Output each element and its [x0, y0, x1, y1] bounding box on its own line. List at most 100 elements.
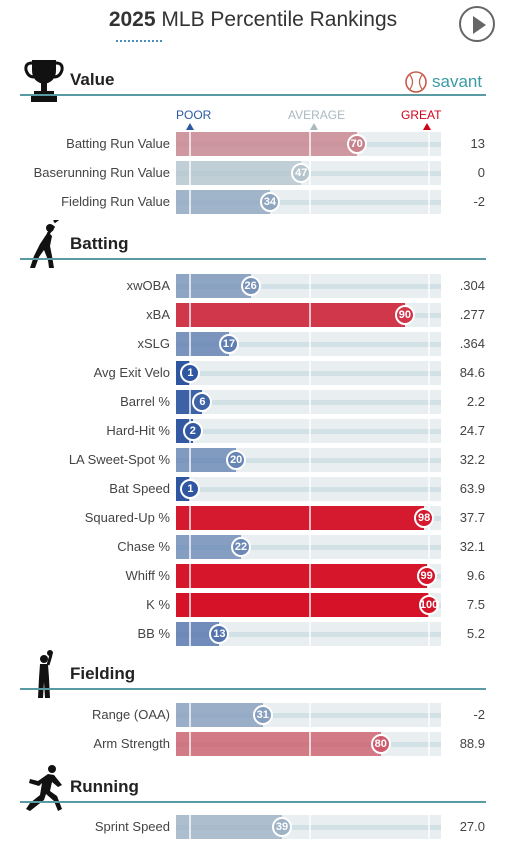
- percentile-gridline: [308, 477, 311, 501]
- metric-value: 5.2: [466, 626, 485, 641]
- percentile-gridline: [189, 332, 192, 356]
- metric-value: 32.2: [459, 452, 485, 467]
- percentile-gridline: [427, 419, 430, 443]
- metric-label: Chase %: [117, 539, 170, 554]
- percentile-gridline: [189, 132, 192, 156]
- metric-value: 13: [470, 136, 485, 151]
- percentile-gridline: [189, 593, 192, 617]
- percentile-gridline: [308, 190, 311, 214]
- metric-label: Batting Run Value: [66, 136, 170, 151]
- percentile-bar-track[interactable]: 100: [176, 593, 441, 617]
- year-selector-underline[interactable]: [116, 40, 162, 42]
- percentile-gridline: [308, 419, 311, 443]
- metric-label: Avg Exit Velo: [93, 365, 170, 380]
- metric-value: -2: [473, 707, 485, 722]
- percentile-bar-track[interactable]: 34: [176, 190, 441, 214]
- metric-label: Fielding Run Value: [61, 194, 170, 209]
- percentile-gridline: [427, 815, 430, 839]
- percentile-marker: 100: [419, 595, 439, 615]
- percentile-gridline: [427, 361, 430, 385]
- percentile-gridline: [189, 703, 192, 727]
- percentile-bar-track[interactable]: 70: [176, 132, 441, 156]
- percentile-bar: [176, 593, 429, 617]
- percentile-bar-track[interactable]: 1: [176, 361, 441, 385]
- percentile-bar-track[interactable]: 90: [176, 303, 441, 327]
- percentile-gridline: [308, 815, 311, 839]
- legend-great-marker: [423, 123, 431, 130]
- percentile-bar-track[interactable]: 98: [176, 506, 441, 530]
- section-title-fielding: Fielding: [70, 664, 136, 683]
- section-divider: [20, 94, 486, 96]
- percentile-gridline: [427, 274, 430, 298]
- metric-value: 88.9: [459, 736, 485, 751]
- percentile-gridline: [189, 815, 192, 839]
- percentile-gridline: [189, 732, 192, 756]
- legend-poor-marker: [186, 123, 194, 130]
- percentile-bar-track[interactable]: 17: [176, 332, 441, 356]
- percentile-bar-track[interactable]: 99: [176, 564, 441, 588]
- section-divider: [20, 258, 486, 260]
- percentile-marker: 31: [252, 705, 273, 725]
- percentile-gridline: [308, 274, 311, 298]
- percentile-bar-track[interactable]: 47: [176, 161, 441, 185]
- percentile-bar-track[interactable]: 39: [176, 815, 441, 839]
- percentile-bar: [176, 506, 425, 530]
- percentile-marker: 47: [291, 163, 312, 183]
- percentile-gridline: [427, 303, 430, 327]
- percentile-bar-track[interactable]: 2: [176, 419, 441, 443]
- percentile-gridline: [308, 132, 311, 156]
- percentile-gridline: [308, 303, 311, 327]
- metric-value: .364: [459, 336, 485, 351]
- percentile-gridline: [308, 593, 311, 617]
- percentile-gridline: [308, 732, 311, 756]
- percentile-gridline: [427, 703, 430, 727]
- percentile-gridline: [189, 190, 192, 214]
- percentile-bar-track[interactable]: 13: [176, 622, 441, 646]
- percentile-gridline: [189, 564, 192, 588]
- metric-value: .304: [459, 278, 485, 293]
- percentile-gridline: [427, 332, 430, 356]
- section-title-batting: Batting: [70, 234, 129, 253]
- page-title: 2025 MLB Percentile Rankings: [0, 8, 506, 32]
- percentile-bar-track[interactable]: 6: [176, 390, 441, 414]
- percentile-gridline: [427, 477, 430, 501]
- percentile-marker: 99: [416, 566, 437, 586]
- percentile-bar: [176, 732, 381, 756]
- percentile-bar: [176, 132, 357, 156]
- percentile-bar-track[interactable]: 26: [176, 274, 441, 298]
- metric-value: 0: [477, 165, 485, 180]
- metric-label: xwOBA: [126, 278, 170, 293]
- percentile-marker: 70: [346, 134, 367, 154]
- percentile-gridline: [427, 132, 430, 156]
- metric-value: -2: [473, 194, 485, 209]
- metric-label: Barrel %: [120, 394, 170, 409]
- percentile-marker: 2: [182, 421, 203, 441]
- percentile-marker: 17: [218, 334, 239, 354]
- percentile-gridline: [308, 564, 311, 588]
- metric-label: LA Sweet-Spot %: [68, 452, 170, 467]
- metric-value: 37.7: [459, 510, 485, 525]
- percentile-bar: [176, 448, 237, 472]
- metric-label: Sprint Speed: [94, 819, 170, 834]
- savant-logo[interactable]: savant: [404, 70, 482, 94]
- percentile-gridline: [189, 303, 192, 327]
- percentile-bar-track[interactable]: 20: [176, 448, 441, 472]
- metric-label: Squared-Up %: [84, 510, 170, 525]
- percentile-bar-track[interactable]: 22: [176, 535, 441, 559]
- fielder-icon: [24, 650, 64, 700]
- play-button[interactable]: [459, 6, 495, 42]
- percentile-marker: 22: [231, 537, 252, 557]
- percentile-gridline: [427, 448, 430, 472]
- metric-value: 63.9: [459, 481, 485, 496]
- section-title-running: Running: [70, 777, 139, 796]
- percentile-gridline: [189, 535, 192, 559]
- percentile-bar-track[interactable]: 80: [176, 732, 441, 756]
- savant-brand: savant: [432, 72, 483, 91]
- percentile-marker: 6: [192, 392, 213, 412]
- percentile-bar-track[interactable]: 31: [176, 703, 441, 727]
- title-text: MLB Percentile Rankings: [161, 8, 398, 31]
- percentile-bar-track[interactable]: 1: [176, 477, 441, 501]
- percentile-marker: 1: [180, 363, 201, 383]
- percentile-gridline: [189, 161, 192, 185]
- percentile-marker: 13: [209, 624, 230, 644]
